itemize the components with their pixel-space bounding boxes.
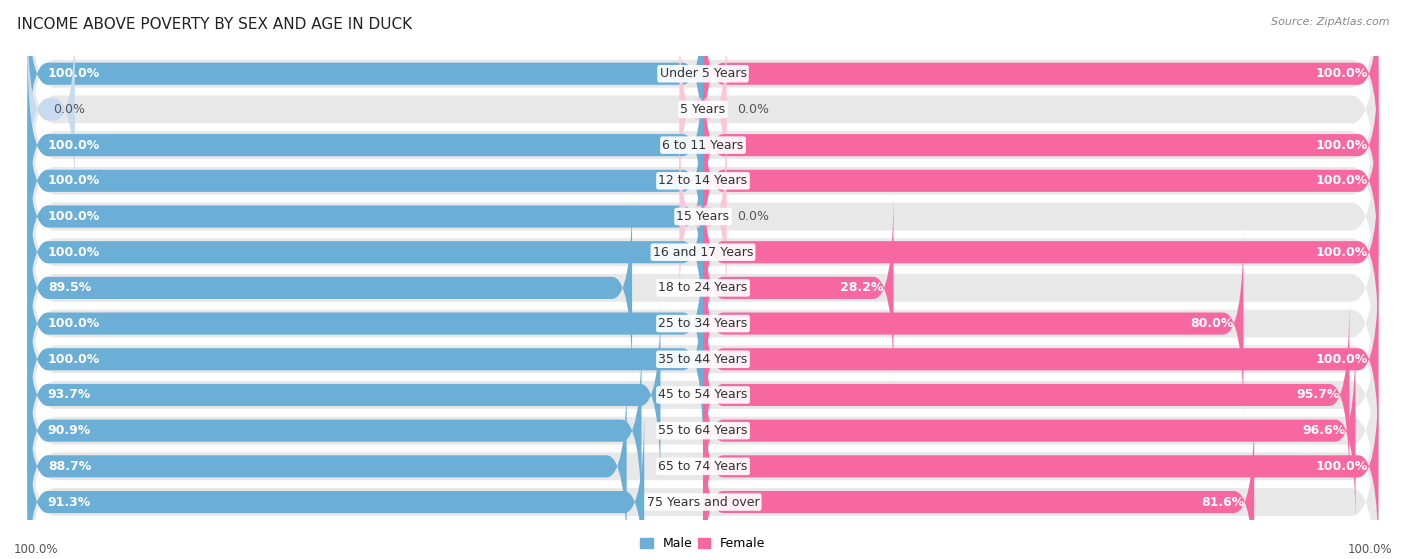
Text: 55 to 64 Years: 55 to 64 Years	[658, 424, 748, 437]
FancyBboxPatch shape	[703, 370, 1378, 559]
Text: 100.0%: 100.0%	[1347, 543, 1392, 556]
FancyBboxPatch shape	[28, 0, 1378, 202]
FancyBboxPatch shape	[28, 85, 703, 277]
Text: 81.6%: 81.6%	[1201, 495, 1244, 509]
FancyBboxPatch shape	[703, 299, 1350, 491]
Text: 100.0%: 100.0%	[1316, 353, 1368, 366]
FancyBboxPatch shape	[703, 263, 1378, 455]
Text: 100.0%: 100.0%	[48, 210, 100, 223]
FancyBboxPatch shape	[28, 0, 1378, 238]
FancyBboxPatch shape	[28, 192, 633, 384]
Text: 100.0%: 100.0%	[48, 174, 100, 187]
Text: 100.0%: 100.0%	[1316, 139, 1368, 151]
Text: 93.7%: 93.7%	[48, 389, 91, 401]
Text: 100.0%: 100.0%	[48, 246, 100, 259]
FancyBboxPatch shape	[28, 263, 703, 455]
FancyBboxPatch shape	[703, 49, 1378, 241]
FancyBboxPatch shape	[28, 299, 661, 491]
FancyBboxPatch shape	[28, 121, 703, 312]
FancyBboxPatch shape	[28, 266, 1378, 524]
Text: 35 to 44 Years: 35 to 44 Years	[658, 353, 748, 366]
Text: 0.0%: 0.0%	[737, 210, 769, 223]
FancyBboxPatch shape	[28, 16, 1378, 274]
FancyBboxPatch shape	[28, 228, 703, 420]
Text: 89.5%: 89.5%	[48, 281, 91, 295]
FancyBboxPatch shape	[28, 0, 703, 170]
Text: 25 to 34 Years: 25 to 34 Years	[658, 317, 748, 330]
FancyBboxPatch shape	[28, 370, 627, 559]
FancyBboxPatch shape	[28, 49, 703, 241]
Text: 18 to 24 Years: 18 to 24 Years	[658, 281, 748, 295]
FancyBboxPatch shape	[703, 85, 1378, 277]
Text: Under 5 Years: Under 5 Years	[659, 67, 747, 80]
Text: 100.0%: 100.0%	[1316, 246, 1368, 259]
Text: 6 to 11 Years: 6 to 11 Years	[662, 139, 744, 151]
Text: 95.7%: 95.7%	[1296, 389, 1340, 401]
Text: 45 to 54 Years: 45 to 54 Years	[658, 389, 748, 401]
FancyBboxPatch shape	[28, 335, 641, 527]
Text: 100.0%: 100.0%	[14, 543, 59, 556]
FancyBboxPatch shape	[28, 52, 1378, 310]
FancyBboxPatch shape	[679, 121, 727, 312]
FancyBboxPatch shape	[703, 0, 1378, 170]
Text: 0.0%: 0.0%	[53, 103, 84, 116]
Text: 91.3%: 91.3%	[48, 495, 91, 509]
Text: 100.0%: 100.0%	[1316, 67, 1368, 80]
Text: 80.0%: 80.0%	[1189, 317, 1233, 330]
FancyBboxPatch shape	[703, 228, 1243, 420]
Text: 100.0%: 100.0%	[48, 317, 100, 330]
Text: 96.6%: 96.6%	[1302, 424, 1346, 437]
Text: 88.7%: 88.7%	[48, 460, 91, 473]
FancyBboxPatch shape	[28, 88, 1378, 345]
FancyBboxPatch shape	[28, 159, 1378, 416]
Legend: Male, Female: Male, Female	[636, 532, 770, 556]
FancyBboxPatch shape	[28, 195, 1378, 452]
FancyBboxPatch shape	[679, 13, 727, 206]
FancyBboxPatch shape	[28, 156, 703, 348]
FancyBboxPatch shape	[28, 230, 1378, 488]
Text: 5 Years: 5 Years	[681, 103, 725, 116]
FancyBboxPatch shape	[703, 335, 1355, 527]
FancyBboxPatch shape	[28, 406, 644, 559]
FancyBboxPatch shape	[28, 302, 1378, 559]
Text: 15 Years: 15 Years	[676, 210, 730, 223]
Text: 100.0%: 100.0%	[48, 353, 100, 366]
Text: 100.0%: 100.0%	[48, 67, 100, 80]
Text: 100.0%: 100.0%	[1316, 174, 1368, 187]
FancyBboxPatch shape	[703, 156, 1378, 348]
Text: 16 and 17 Years: 16 and 17 Years	[652, 246, 754, 259]
Text: Source: ZipAtlas.com: Source: ZipAtlas.com	[1271, 17, 1389, 27]
FancyBboxPatch shape	[703, 192, 893, 384]
FancyBboxPatch shape	[28, 338, 1378, 559]
Text: 100.0%: 100.0%	[1316, 460, 1368, 473]
Text: 100.0%: 100.0%	[48, 139, 100, 151]
FancyBboxPatch shape	[28, 373, 1378, 559]
Text: 0.0%: 0.0%	[737, 103, 769, 116]
Text: 65 to 74 Years: 65 to 74 Years	[658, 460, 748, 473]
Text: 90.9%: 90.9%	[48, 424, 91, 437]
FancyBboxPatch shape	[28, 124, 1378, 381]
Text: 12 to 14 Years: 12 to 14 Years	[658, 174, 748, 187]
Text: INCOME ABOVE POVERTY BY SEX AND AGE IN DUCK: INCOME ABOVE POVERTY BY SEX AND AGE IN D…	[17, 17, 412, 32]
FancyBboxPatch shape	[28, 13, 75, 206]
FancyBboxPatch shape	[703, 406, 1254, 559]
Text: 28.2%: 28.2%	[839, 281, 883, 295]
Text: 75 Years and over: 75 Years and over	[647, 495, 759, 509]
